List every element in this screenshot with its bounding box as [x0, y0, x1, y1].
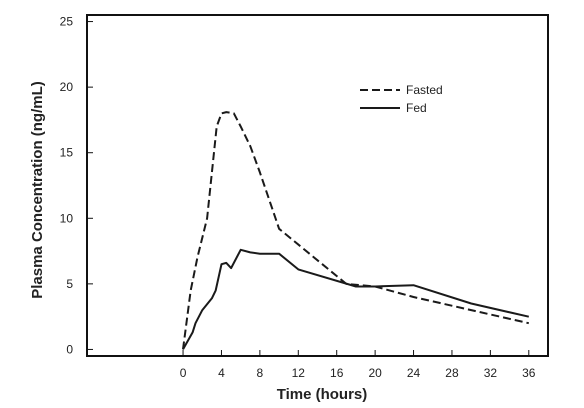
legend-label-fasted: Fasted [406, 83, 443, 97]
x-tick-label: 0 [180, 366, 187, 380]
x-tick-label: 12 [292, 366, 306, 380]
y-tick-label: 15 [60, 146, 74, 160]
series-line-fasted [182, 111, 530, 350]
x-tick-label: 24 [407, 366, 421, 380]
y-axis-title: Plasma Concentration (ng/mL) [29, 81, 46, 299]
x-tick-label: 28 [445, 366, 459, 380]
y-tick-label: 0 [66, 342, 73, 356]
x-tick-label: 4 [218, 366, 225, 380]
series-line-fed [182, 248, 530, 350]
x-tick-label: 16 [330, 366, 344, 380]
legend: Fasted Fed [360, 83, 443, 115]
x-tick-label: 32 [484, 366, 498, 380]
legend-label-fed: Fed [406, 101, 427, 115]
series-layer [182, 111, 530, 350]
x-axis-title: Time (hours) [277, 386, 368, 403]
y-tick-label: 25 [60, 15, 74, 29]
y-tick-label: 5 [66, 277, 73, 291]
x-tick-label: 8 [257, 366, 264, 380]
x-tick-label: 20 [368, 366, 382, 380]
ticks-layer: 0 4 8 12 16 20 24 28 32 36 0 5 10 15 20 25 [60, 15, 536, 380]
x-tick-label: 36 [522, 366, 536, 380]
plot-frame [86, 14, 549, 357]
y-tick-label: 10 [60, 211, 74, 225]
y-tick-label: 20 [60, 80, 74, 94]
